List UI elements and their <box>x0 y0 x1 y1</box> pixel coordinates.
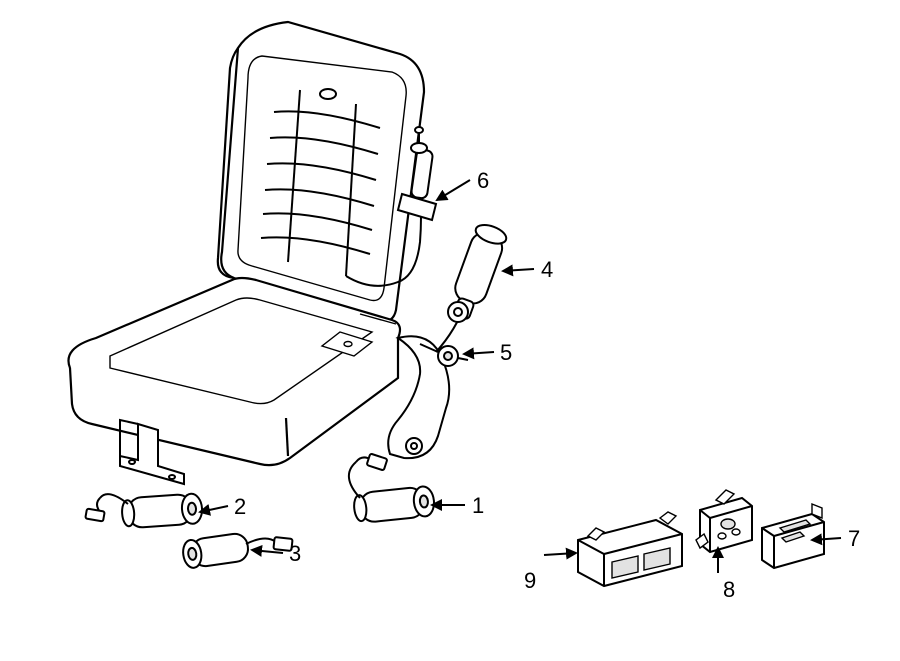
callout-label-7: 7 <box>848 528 860 550</box>
memory-switch <box>696 490 752 552</box>
control-module <box>578 512 682 586</box>
motor-1 <box>349 454 436 524</box>
diagram-canvas: 1 2 3 4 5 6 7 8 9 <box>0 0 900 661</box>
callout-label-3: 3 <box>289 543 301 565</box>
callout-label-1: 1 <box>472 495 484 517</box>
recline-motor <box>446 221 509 322</box>
callout-label-6: 6 <box>477 170 489 192</box>
seat-diagram-svg <box>0 0 900 661</box>
callout-label-4: 4 <box>541 259 553 281</box>
callout-label-8: 8 <box>723 579 735 601</box>
callout-label-9: 9 <box>524 570 536 592</box>
motor-3 <box>181 532 292 569</box>
callout-label-2: 2 <box>234 496 246 518</box>
seat-switch <box>762 504 824 568</box>
callout-label-5: 5 <box>500 342 512 364</box>
motor-2 <box>85 493 203 529</box>
seat-back <box>218 22 424 321</box>
